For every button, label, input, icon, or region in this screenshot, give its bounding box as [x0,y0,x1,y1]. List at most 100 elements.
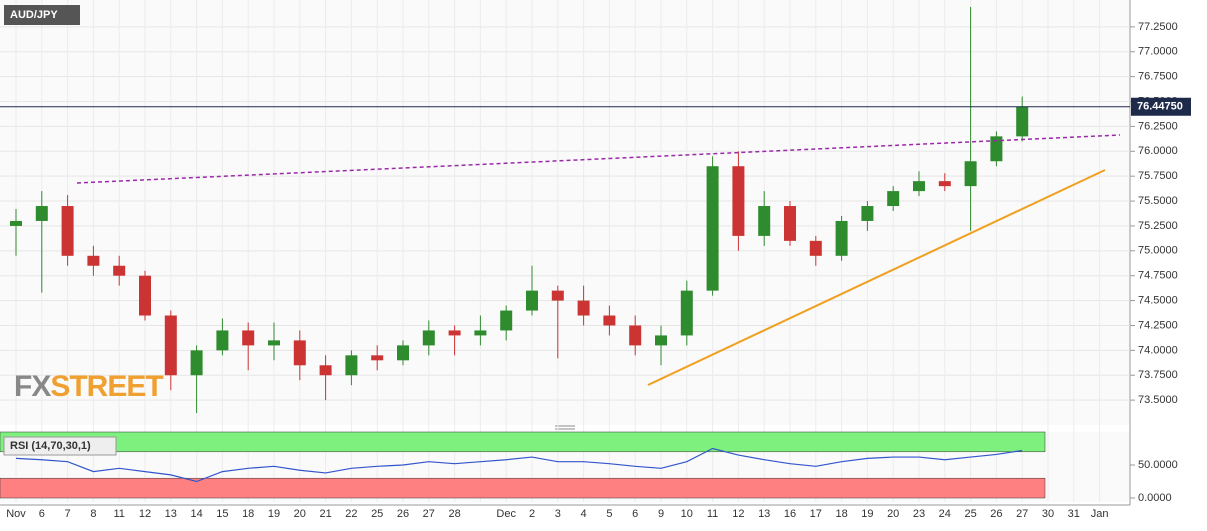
x-tick-label: 10 [681,508,693,520]
candle-body [887,191,900,207]
y-tick-label: 50.0000 [1138,459,1178,471]
y-tick-label: 77.0000 [1138,46,1178,58]
x-tick-label: 5 [606,508,612,520]
candle-body [1016,106,1029,137]
x-tick-label: 26 [397,508,409,520]
rsi-band [0,477,1046,499]
y-tick-label: 75.5000 [1138,195,1178,207]
y-tick-label: 76.0000 [1138,145,1178,157]
x-tick-label: 25 [964,508,976,520]
x-tick-label: 20 [294,508,306,520]
rsi-band [0,431,1046,453]
x-tick-label: 9 [658,508,664,520]
x-tick-label: 4 [581,508,587,520]
y-tick-label: 75.7500 [1138,170,1178,182]
x-tick-label: 18 [835,508,847,520]
candle-body [526,290,538,311]
x-tick-label: 14 [190,508,202,520]
y-tick-label: 74.0000 [1138,344,1178,356]
x-tick-label: 31 [1068,508,1080,520]
x-tick-label: 20 [887,508,899,520]
candle-body [500,310,513,331]
resistance-line [76,134,1121,184]
candle-body [577,300,590,316]
candle-body [448,330,461,336]
x-tick-label: 24 [939,508,951,520]
x-tick-label: 23 [913,508,925,520]
x-tick-label: 8 [90,508,96,520]
x-tick-label: 7 [65,508,71,520]
candle-body [603,315,616,326]
candle-body [422,330,435,346]
y-tick-label: 75.2500 [1138,220,1178,232]
rsi-label: RSI (14,70,30,1) [10,440,91,452]
candle-body [758,206,771,236]
rsi-label-box: RSI (14,70,30,1) [3,436,117,456]
y-tick-label: 73.7500 [1138,369,1178,381]
x-tick-label: 26 [990,508,1002,520]
candle-body [964,161,977,187]
x-tick-label: 28 [448,508,460,520]
candle-body [190,350,203,376]
y-tick-label: 75.0000 [1138,245,1178,257]
x-tick-label: 27 [423,508,435,520]
candle-body [345,355,358,376]
x-tick-label: 11 [707,508,718,520]
candle-body [938,181,951,187]
candle-body [629,325,642,346]
candle-body [371,355,384,361]
candle-body [242,330,255,346]
candle-body [139,275,151,316]
candle-body [784,206,796,241]
x-tick-label: 22 [345,508,357,520]
x-tick-label: 30 [1042,508,1054,520]
candle-body [164,315,177,376]
candle-body [809,240,822,256]
logo-street: STREET [50,370,163,403]
x-tick-label: 18 [242,508,254,520]
candle-body [319,365,332,376]
x-tick-label: 2 [529,508,535,520]
symbol: AUD/JPY [10,9,58,21]
x-tick-label: 12 [732,508,744,520]
rsi-label-bg [3,436,117,456]
candle-body [861,206,874,221]
candle-body [655,335,667,346]
y-tick-label: 77.2500 [1138,21,1178,33]
y-tick-label: 74.5000 [1138,294,1178,306]
y-tick-label: 76.7500 [1138,71,1178,83]
x-tick-label: Nov [6,508,26,520]
logo-fx: FX [14,370,51,403]
y-tick-label: 73.5000 [1138,394,1178,406]
candle-body [113,265,126,276]
candle-body [87,255,100,266]
x-tick-label: Jan [1091,508,1109,520]
y-tick-label: 76.2500 [1138,120,1178,132]
x-tick-label: 6 [39,508,45,520]
y-tick-label: 74.7500 [1138,270,1178,282]
x-tick-label: 6 [632,508,638,520]
x-tick-label: 12 [139,508,151,520]
x-tick-label: 21 [319,508,331,520]
candle-body [474,330,487,336]
candle-body [706,166,719,291]
logo: FXSTREET [14,370,163,403]
y-tick-label: 74.2500 [1138,319,1178,331]
x-tick-label: 11 [113,508,124,520]
candle-body [293,340,306,366]
symbol-badge [4,5,80,25]
x-tick-label: 13 [165,508,177,520]
candle-body [10,220,22,226]
x-tick-label: 27 [1016,508,1028,520]
candle-body [397,345,409,361]
support-line [647,169,1106,386]
candle-body [61,206,74,256]
candle-body [835,220,848,256]
x-tick-label: Dec [496,508,516,520]
candle-body [913,181,925,192]
last-price-box [1131,97,1191,116]
candle-body [35,206,48,221]
candle-body [551,290,564,301]
candle-body [268,340,280,346]
